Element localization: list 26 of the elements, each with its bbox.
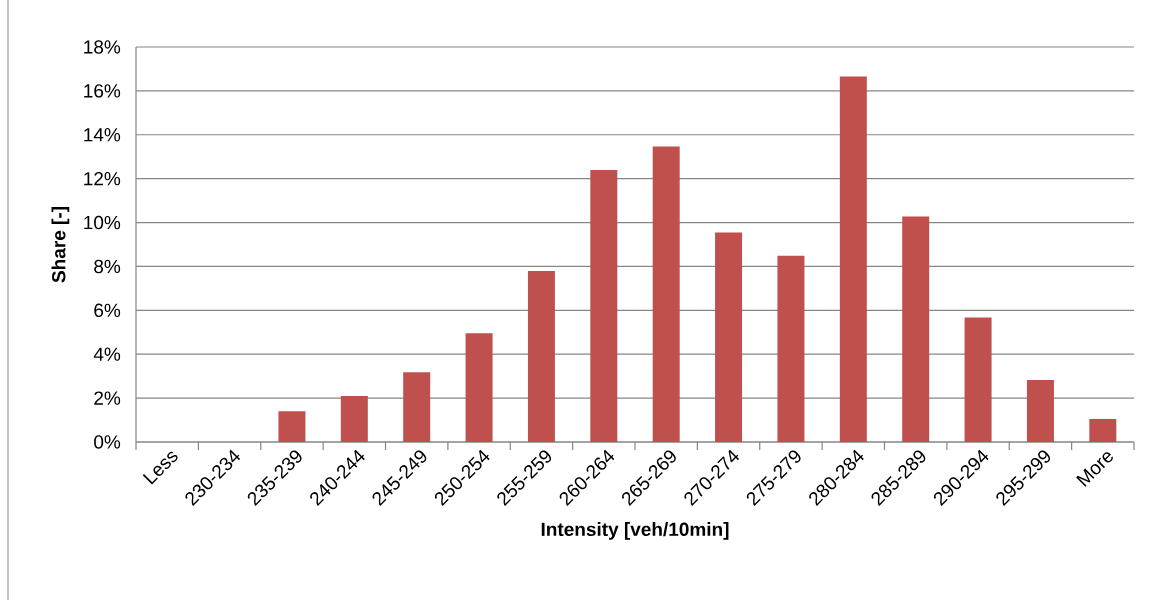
bar xyxy=(715,232,743,442)
bar xyxy=(964,317,992,442)
bar xyxy=(278,411,306,442)
bar xyxy=(652,146,680,442)
y-tick-label: 8% xyxy=(94,259,121,274)
y-tick-label: 10% xyxy=(84,215,121,230)
bar xyxy=(403,372,431,442)
bar xyxy=(527,271,555,442)
bar xyxy=(1089,418,1117,442)
bar xyxy=(340,395,368,442)
bar xyxy=(465,333,493,442)
y-axis-title: Share [-] xyxy=(51,207,70,283)
y-tick-label: 14% xyxy=(84,128,121,142)
bar xyxy=(902,216,930,442)
bar xyxy=(590,170,618,442)
y-tick-label: 2% xyxy=(94,391,121,405)
bar xyxy=(1026,380,1054,442)
y-tick-label: 4% xyxy=(93,347,121,361)
bar xyxy=(777,255,805,442)
y-tick-label: 0% xyxy=(94,435,121,449)
y-tick-label: 16% xyxy=(84,84,121,98)
x-axis-title: Intensity [veh/10min] xyxy=(541,522,729,540)
y-tick-label: 12% xyxy=(84,171,121,186)
bar xyxy=(839,76,867,442)
y-tick-label: 6% xyxy=(94,303,121,318)
y-tick-label: 18% xyxy=(84,40,121,54)
